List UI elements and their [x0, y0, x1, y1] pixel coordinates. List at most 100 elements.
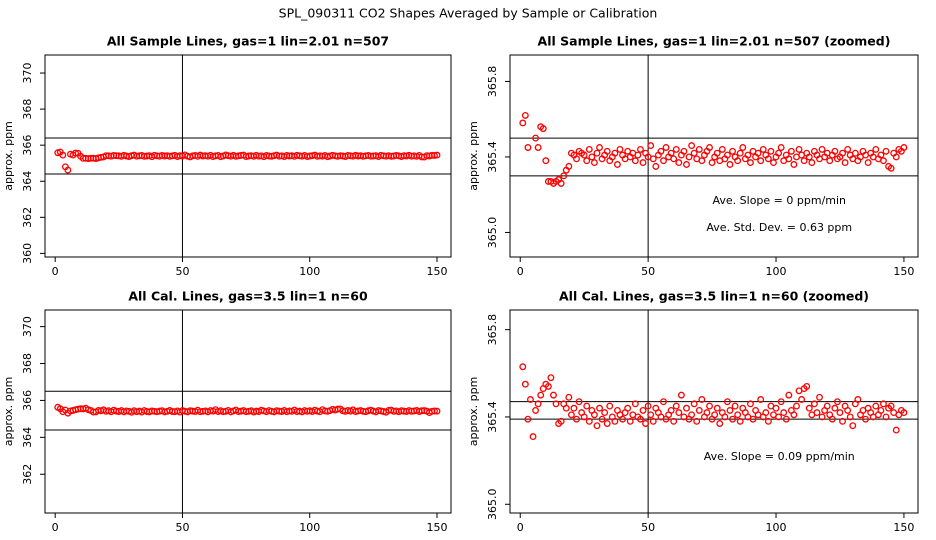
point — [734, 157, 742, 165]
point — [637, 145, 644, 153]
point — [785, 391, 793, 399]
point — [803, 382, 811, 390]
point — [839, 149, 846, 157]
point — [872, 145, 880, 153]
point — [762, 409, 770, 417]
point — [757, 396, 765, 403]
point — [698, 157, 706, 165]
point — [598, 415, 606, 423]
point — [775, 413, 783, 421]
point — [892, 153, 900, 161]
point — [777, 398, 785, 406]
y-tick-label: 360 — [21, 243, 34, 264]
panel: All Cal. Lines, gas=3.5 lin=1 n=60 (zoom… — [467, 289, 919, 534]
point — [596, 404, 603, 412]
point — [585, 145, 593, 153]
point — [519, 363, 527, 371]
point — [862, 415, 870, 423]
point — [644, 402, 652, 410]
point — [844, 145, 852, 153]
point — [685, 153, 693, 161]
point — [787, 147, 795, 155]
point — [716, 420, 724, 427]
point — [683, 404, 690, 412]
point — [813, 409, 821, 417]
point — [785, 155, 793, 163]
point — [698, 396, 706, 403]
point — [754, 149, 762, 157]
panel: All Sample Lines, gas=1 lin=2.01 n=507 ap… — [2, 34, 452, 278]
point — [64, 166, 72, 174]
point — [672, 402, 680, 410]
x-tick-label: 0 — [517, 265, 524, 278]
point — [529, 433, 537, 441]
point — [729, 147, 736, 155]
point — [590, 159, 598, 167]
panel: All Cal. Lines, gas=3.5 lin=1 n=60 approx… — [2, 289, 452, 534]
point — [552, 400, 560, 408]
point — [706, 144, 713, 151]
point — [534, 144, 542, 151]
point — [662, 144, 670, 151]
panel-title: All Sample Lines, gas=1 lin=2.01 n=507 — [107, 34, 389, 49]
y-tick-label: 370 — [21, 316, 34, 337]
point — [431, 152, 438, 159]
point — [688, 411, 696, 419]
x-tick-label: 50 — [175, 521, 189, 534]
panel-title: All Sample Lines, gas=1 lin=2.01 n=507 (… — [538, 34, 891, 49]
point — [524, 144, 532, 151]
point — [764, 417, 772, 425]
point — [677, 391, 685, 399]
point — [880, 157, 887, 165]
point — [749, 415, 757, 423]
point — [831, 147, 839, 155]
point — [864, 159, 872, 167]
point — [583, 157, 591, 165]
point — [603, 147, 611, 155]
y-tick-label: 364 — [21, 171, 34, 192]
y-tick-label: 370 — [21, 63, 34, 84]
point — [780, 409, 788, 417]
y-tick-label: 365.4 — [486, 141, 499, 173]
x-tick-label: 150 — [893, 521, 914, 534]
point — [616, 145, 624, 153]
point — [892, 426, 900, 434]
point — [764, 155, 772, 163]
point — [721, 413, 729, 421]
point — [528, 267, 534, 273]
point — [59, 151, 67, 159]
y-tick-label: 366 — [21, 135, 34, 156]
point — [844, 406, 852, 414]
point — [851, 149, 859, 157]
point — [539, 125, 547, 133]
point — [639, 159, 647, 167]
y-tick-label: 365.8 — [486, 66, 499, 98]
point — [642, 420, 650, 427]
point — [683, 161, 690, 168]
point — [790, 161, 798, 168]
figure-title: SPL_090311 CO2 Shapes Averaged by Sample… — [279, 6, 658, 21]
point — [688, 142, 696, 150]
x-tick-label: 50 — [175, 265, 189, 278]
point — [521, 380, 529, 388]
point — [603, 420, 611, 427]
point — [613, 161, 621, 168]
point — [900, 144, 908, 151]
y-tick-label: 362 — [21, 207, 34, 228]
point — [596, 144, 603, 151]
point — [580, 413, 588, 421]
x-tick-label: 0 — [52, 521, 59, 534]
point — [631, 157, 639, 165]
point — [690, 400, 698, 408]
y-tick-label: 366 — [21, 390, 34, 411]
point — [877, 406, 885, 414]
point — [759, 145, 767, 153]
point — [872, 402, 880, 410]
plot-frame — [44, 309, 452, 514]
point — [828, 415, 836, 423]
point — [826, 157, 834, 165]
point — [816, 393, 823, 401]
point — [675, 159, 683, 167]
point — [798, 396, 806, 403]
x-tick-label: 100 — [299, 521, 320, 534]
